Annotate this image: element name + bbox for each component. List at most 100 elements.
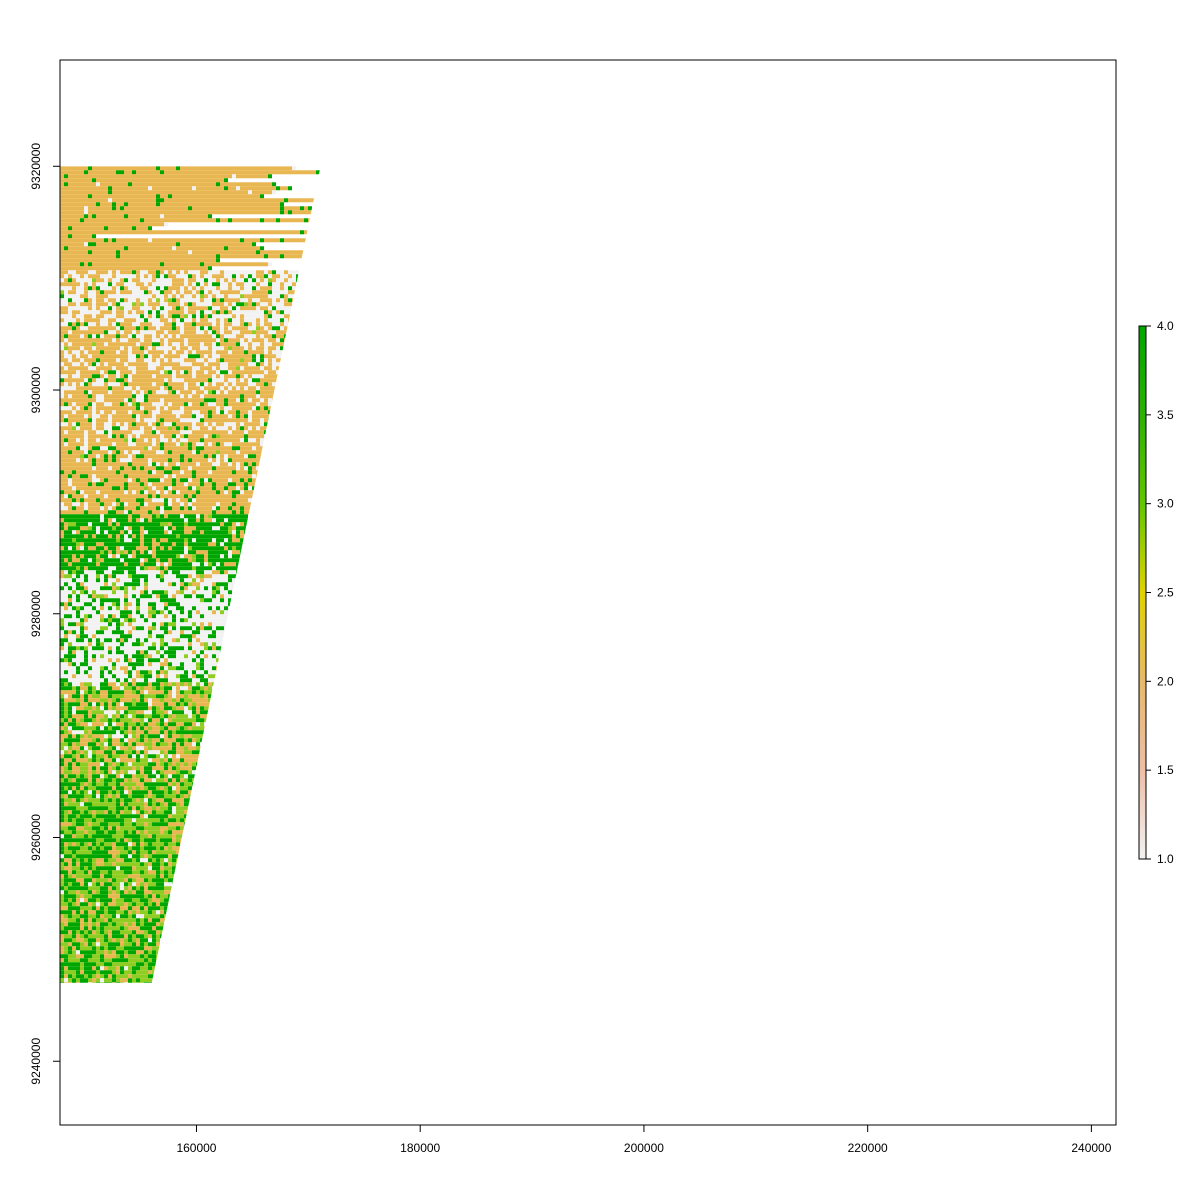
raster-cell <box>236 702 240 707</box>
raster-cell <box>200 578 204 583</box>
raster-cell <box>92 314 96 319</box>
raster-cell <box>228 326 232 331</box>
raster-cell <box>184 286 188 291</box>
raster-cell <box>232 414 236 419</box>
raster-cell <box>284 406 288 411</box>
raster-cell <box>156 722 160 727</box>
raster-cell <box>236 578 240 583</box>
raster-cell <box>132 278 140 283</box>
raster-cell <box>232 550 240 555</box>
raster-cell <box>264 238 280 243</box>
raster-cell <box>76 470 116 475</box>
raster-cell <box>204 438 240 443</box>
raster-cell <box>300 650 304 655</box>
raster-cell <box>292 430 296 435</box>
raster-cell <box>164 506 172 511</box>
raster-cell <box>204 442 208 447</box>
raster-cell <box>180 306 184 311</box>
raster-cell <box>80 718 84 723</box>
raster-cell <box>256 490 260 495</box>
raster-cell <box>228 526 232 531</box>
raster-cell <box>276 550 284 555</box>
raster-cell <box>176 754 180 759</box>
raster-cell <box>196 318 200 323</box>
raster-cell <box>276 606 284 611</box>
raster-cell <box>276 546 284 551</box>
raster-cell <box>284 302 292 307</box>
raster-cell <box>60 234 68 239</box>
raster-cell <box>60 542 76 547</box>
raster-cell <box>256 662 260 667</box>
raster-cell <box>108 726 112 731</box>
raster-cell <box>272 290 288 295</box>
raster-cell <box>232 706 236 711</box>
raster-cell <box>248 614 256 619</box>
raster-cell <box>168 674 176 679</box>
raster-cell <box>256 306 260 311</box>
raster-cell <box>208 434 212 439</box>
raster-cell <box>136 618 144 623</box>
raster-cell <box>280 570 284 575</box>
raster-cell <box>100 702 104 707</box>
raster-cell <box>304 278 308 283</box>
raster-cell <box>128 674 132 679</box>
raster-cell <box>240 586 244 591</box>
raster-cell <box>100 182 128 187</box>
raster-cell <box>260 518 264 523</box>
raster-cell <box>184 282 188 287</box>
raster-cell <box>280 542 312 547</box>
raster-cell <box>88 194 92 199</box>
raster-cell <box>60 530 64 535</box>
raster-cell <box>148 530 164 535</box>
raster-cell <box>164 634 180 639</box>
raster-cell <box>260 670 272 675</box>
raster-cell <box>172 486 188 491</box>
raster-cell <box>88 642 92 647</box>
raster-cell <box>176 322 184 327</box>
raster-cell <box>316 694 320 699</box>
raster-cell <box>248 278 252 283</box>
raster-cell <box>232 718 248 723</box>
raster-cell <box>268 290 272 295</box>
raster-cell <box>288 722 296 727</box>
raster-cell <box>256 402 260 407</box>
raster-cell <box>248 550 252 555</box>
raster-cell <box>112 286 116 291</box>
raster-cell <box>124 374 128 379</box>
raster-cell <box>176 482 184 487</box>
raster-cell <box>96 290 100 295</box>
raster-cell <box>296 706 300 711</box>
raster-cell <box>192 390 196 395</box>
raster-cell <box>108 714 112 719</box>
raster-cell <box>84 630 96 635</box>
raster-cell <box>60 650 68 655</box>
raster-cell <box>132 454 136 459</box>
raster-cell <box>252 566 256 571</box>
raster-cell <box>260 590 264 595</box>
raster-cell <box>132 350 144 355</box>
raster-cell <box>192 582 200 587</box>
raster-cell <box>116 718 120 723</box>
raster-cell <box>184 690 192 695</box>
raster-cell <box>288 378 296 383</box>
raster-cell <box>204 358 208 363</box>
raster-cell <box>296 722 300 727</box>
raster-cell <box>60 174 64 179</box>
raster-cell <box>252 462 256 467</box>
raster-cell <box>272 594 276 599</box>
raster-cell <box>160 354 164 359</box>
raster-cell <box>180 514 184 519</box>
raster-cell <box>284 558 288 563</box>
raster-cell <box>188 314 192 319</box>
raster-cell <box>88 290 96 295</box>
raster-cell <box>204 286 216 291</box>
raster-cell <box>120 638 124 643</box>
raster-cell <box>212 478 228 483</box>
raster-cell <box>144 730 148 735</box>
raster-cell <box>76 698 80 703</box>
raster-cell <box>296 322 308 327</box>
raster-cell <box>124 726 128 731</box>
raster-cell <box>64 770 72 775</box>
raster-cell <box>92 286 96 291</box>
raster-cell <box>228 714 236 719</box>
